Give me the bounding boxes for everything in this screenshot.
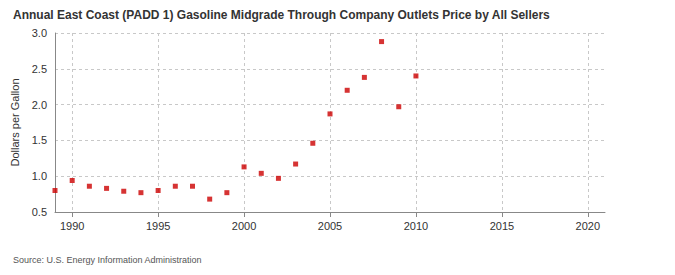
svg-text:2005: 2005 bbox=[318, 220, 342, 232]
svg-text:1.0: 1.0 bbox=[32, 170, 47, 182]
svg-text:2020: 2020 bbox=[576, 220, 600, 232]
svg-text:2.5: 2.5 bbox=[32, 63, 47, 75]
svg-text:2000: 2000 bbox=[232, 220, 256, 232]
svg-text:2010: 2010 bbox=[404, 220, 428, 232]
svg-text:1995: 1995 bbox=[146, 220, 170, 232]
svg-text:3.0: 3.0 bbox=[32, 27, 47, 39]
svg-text:1.5: 1.5 bbox=[32, 134, 47, 146]
svg-text:2.0: 2.0 bbox=[32, 99, 47, 111]
svg-text:Annual East Coast (PADD 1) Gas: Annual East Coast (PADD 1) Gasoline Midg… bbox=[13, 8, 550, 22]
svg-text:Dollars per Gallon: Dollars per Gallon bbox=[9, 78, 21, 166]
svg-text:Source: U.S. Energy Informatio: Source: U.S. Energy Information Administ… bbox=[13, 255, 202, 265]
svg-text:0.5: 0.5 bbox=[32, 206, 47, 218]
svg-text:1990: 1990 bbox=[60, 220, 84, 232]
svg-text:2015: 2015 bbox=[490, 220, 514, 232]
